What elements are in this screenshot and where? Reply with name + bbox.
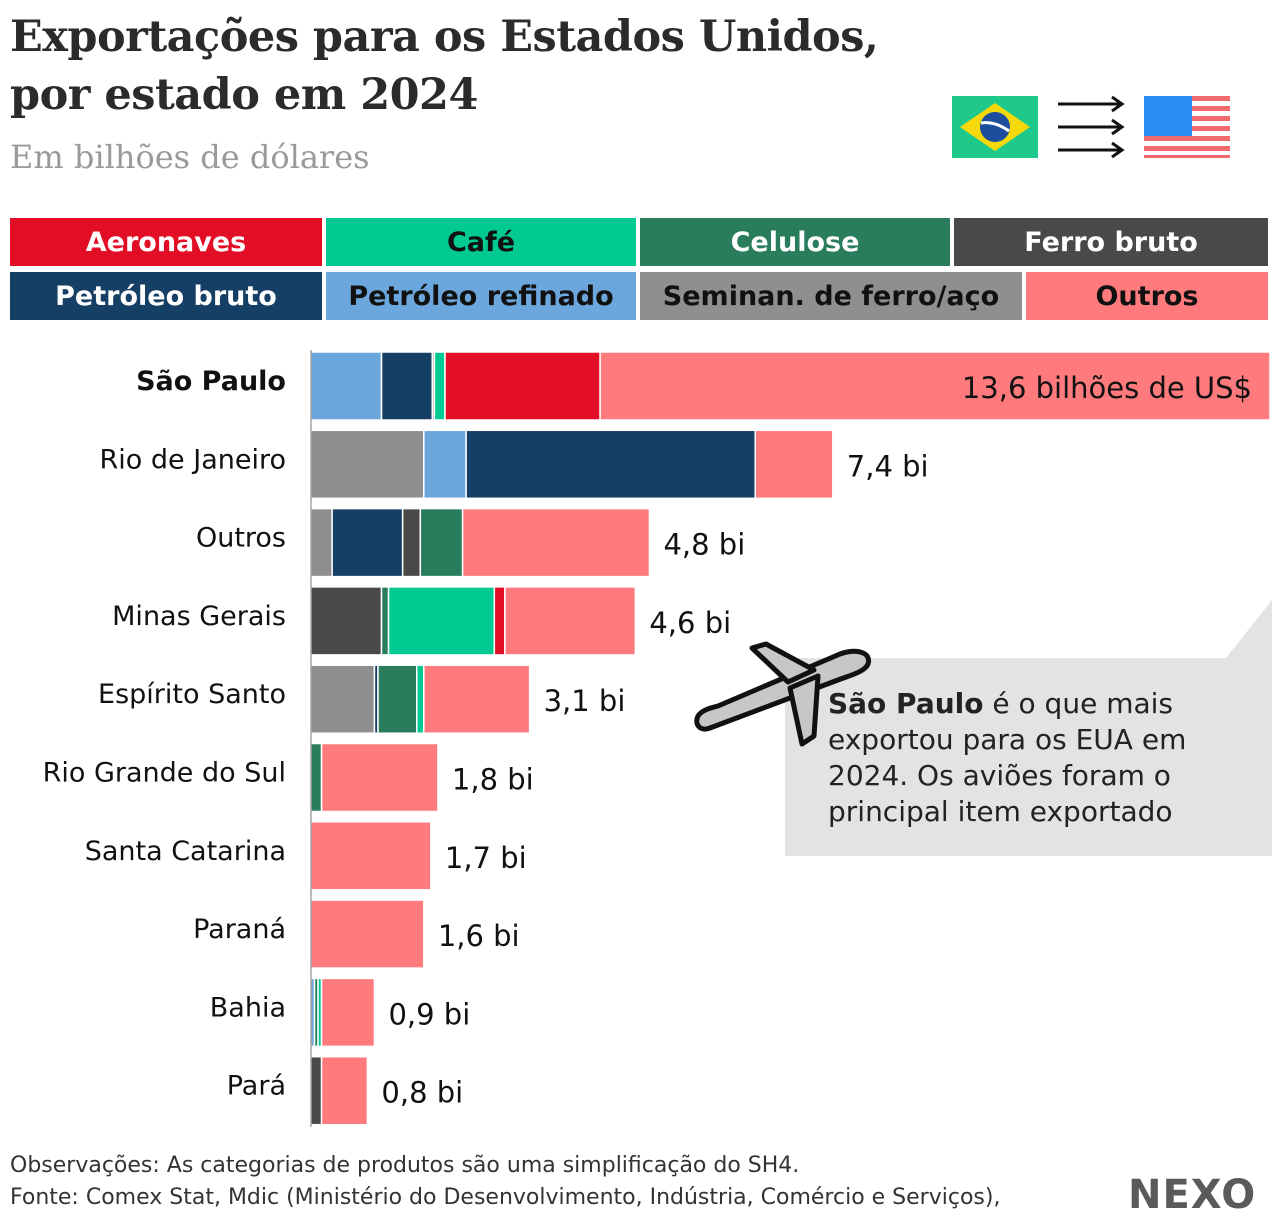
title-line-1: Exportações para os Estados Unidos, (10, 12, 879, 62)
bar-segment (419, 507, 464, 578)
bar-segment (310, 351, 383, 421)
footer-note: Observações: As categorias de produtos s… (10, 1153, 800, 1178)
category-label: Minas Gerais (112, 601, 286, 632)
category-label: Pará (227, 1071, 286, 1102)
annotation-bold: São Paulo (828, 687, 984, 720)
bar-segment (599, 351, 1271, 421)
bar-segment (320, 977, 376, 1048)
bar-segment (310, 742, 323, 813)
footer: Observações: As categorias de produtos s… (10, 1150, 1000, 1214)
stacked-bar-chart: São Paulo 13,6 bilhões de US$ Rio de Janei… (43, 350, 1271, 1127)
usa-flag-icon (1144, 96, 1230, 158)
bar-segment (433, 351, 446, 421)
bar-segment (401, 507, 422, 578)
callout-pointer (1226, 600, 1272, 658)
category-label: Paraná (193, 914, 286, 945)
legend-item: Petróleo bruto (10, 272, 322, 320)
legend-item: Petróleo refinado (326, 272, 636, 320)
value-label: 13,6 bilhões de US$ (962, 371, 1252, 405)
bar-segment (754, 429, 834, 500)
category-label: Outros (196, 523, 286, 554)
legend-item: Celulose (640, 218, 950, 266)
chart-title: Exportações para os Estados Unidos, por … (10, 8, 879, 124)
category-label: Rio de Janeiro (100, 444, 286, 475)
value-label: 4,6 bi (649, 606, 731, 640)
chart-subtitle: Em bilhões de dólares (10, 138, 370, 176)
legend-item: Seminan. de ferro/aço (640, 272, 1022, 320)
bar-segment (380, 351, 434, 421)
bar-segment (465, 429, 756, 500)
annotation-body: é o que mais exportou para os EUA em 202… (828, 687, 1187, 828)
value-label: 3,1 bi (544, 684, 626, 718)
annotation-text: São Paulo é o que mais exportou para os … (828, 686, 1258, 830)
bar-segment (423, 664, 531, 734)
value-label: 0,9 bi (388, 997, 470, 1031)
bar-segment (504, 586, 637, 656)
value-label: 1,6 bi (438, 919, 520, 953)
category-label: Santa Catarina (85, 836, 286, 867)
bar-segment (377, 664, 418, 734)
bar-segment (310, 429, 425, 500)
footer-source: Fonte: Comex Stat, Mdic (Ministério do D… (10, 1185, 1001, 1210)
brazil-flag-icon (952, 96, 1038, 158)
airplane-icon (694, 641, 872, 747)
bar-segment (380, 586, 390, 656)
category-label: São Paulo (136, 366, 286, 397)
bar-segment (423, 429, 467, 500)
arrows-icon (1058, 95, 1125, 159)
flags-graphic (952, 95, 1230, 159)
bar-segment (310, 664, 376, 734)
value-label: 7,4 bi (847, 449, 929, 483)
legend-item: Ferro bruto (954, 218, 1268, 266)
category-label: Espírito Santo (98, 679, 286, 710)
legend-item: Café (326, 218, 636, 266)
bar-segment (310, 821, 432, 891)
legend: Aeronaves Café Celulose Ferro bruto Petróleo… (10, 218, 1268, 320)
bar-segment (320, 1055, 369, 1126)
bar-segment (310, 899, 425, 969)
value-label: 1,8 bi (452, 763, 534, 797)
bar-segment (387, 586, 496, 656)
brand-logo: NEXO (1128, 1172, 1257, 1218)
title-line-2: por estado em 2024 (10, 70, 478, 120)
category-label: Rio Grande do Sul (43, 758, 286, 789)
bar-segment (331, 507, 404, 578)
bar-segment (320, 742, 439, 813)
legend-item: Aeronaves (10, 218, 322, 266)
bar-segment (461, 507, 651, 578)
category-label: Bahia (210, 992, 286, 1023)
bar-segment (444, 351, 601, 421)
bar-segment (310, 507, 333, 578)
value-label: 0,8 bi (381, 1076, 463, 1110)
legend-item: Outros (1026, 272, 1268, 320)
bar-segment (310, 586, 383, 656)
bar-segment (310, 1055, 323, 1126)
bar-segment (416, 664, 425, 734)
value-label: 1,7 bi (445, 841, 527, 875)
annotation-box (785, 658, 1272, 856)
bar-segment (493, 586, 506, 656)
value-label: 4,8 bi (663, 528, 745, 562)
